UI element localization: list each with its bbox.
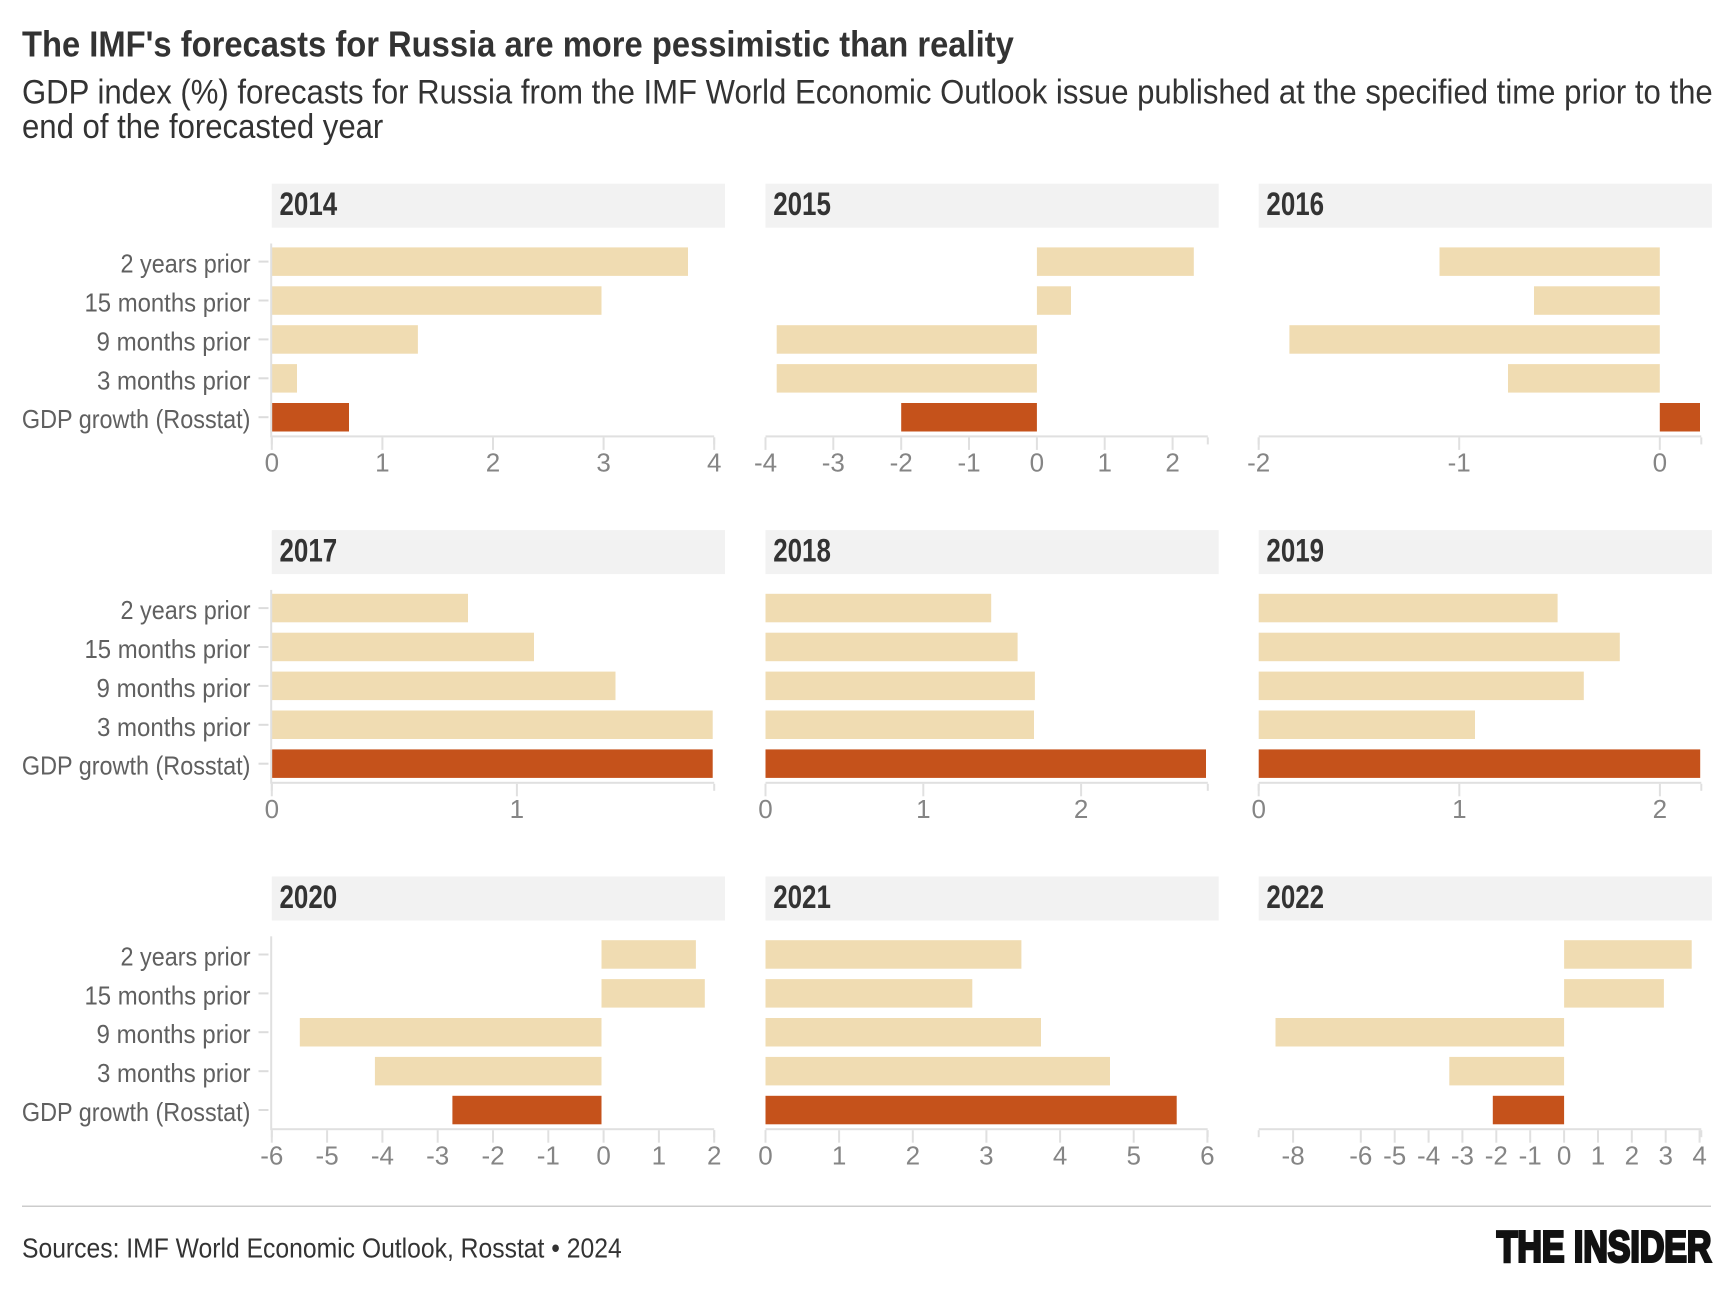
- svg-text:Sources: IMF World Economic Ou: Sources: IMF World Economic Outlook, Ros…: [22, 1232, 622, 1263]
- svg-text:GDP index (%) forecasts for Ru: GDP index (%) forecasts for Russia from …: [22, 74, 1713, 112]
- svg-text:2015: 2015: [773, 186, 831, 222]
- svg-text:0: 0: [1557, 1140, 1571, 1170]
- svg-text:-5: -5: [1383, 1140, 1406, 1170]
- svg-text:-8: -8: [1282, 1140, 1305, 1170]
- svg-text:-2: -2: [1485, 1140, 1508, 1170]
- svg-text:3: 3: [596, 448, 610, 478]
- svg-text:2: 2: [1625, 1140, 1639, 1170]
- svg-text:0: 0: [265, 794, 279, 824]
- svg-text:0: 0: [758, 1140, 772, 1170]
- svg-text:The IMF's forecasts for Russia: The IMF's forecasts for Russia are more …: [22, 23, 1014, 64]
- svg-text:0: 0: [758, 794, 772, 824]
- svg-text:1: 1: [832, 1140, 846, 1170]
- svg-text:4: 4: [1053, 1140, 1067, 1170]
- svg-text:end of the forecasted year: end of the forecasted year: [22, 108, 383, 146]
- svg-text:3: 3: [979, 1140, 993, 1170]
- svg-text:2016: 2016: [1266, 186, 1324, 222]
- svg-text:1: 1: [1097, 448, 1111, 478]
- svg-text:4: 4: [707, 448, 721, 478]
- svg-text:-2: -2: [890, 448, 913, 478]
- svg-text:1: 1: [652, 1140, 666, 1170]
- svg-text:-3: -3: [426, 1140, 449, 1170]
- svg-text:2019: 2019: [1266, 532, 1324, 568]
- svg-text:9 months prior: 9 months prior: [97, 673, 251, 703]
- svg-text:1: 1: [375, 448, 389, 478]
- svg-text:9 months prior: 9 months prior: [97, 326, 251, 356]
- svg-text:-4: -4: [754, 448, 777, 478]
- svg-text:2: 2: [707, 1140, 721, 1170]
- svg-text:2021: 2021: [773, 879, 831, 915]
- svg-text:-3: -3: [1451, 1140, 1474, 1170]
- svg-text:2: 2: [906, 1140, 920, 1170]
- svg-text:3: 3: [1658, 1140, 1672, 1170]
- svg-text:1: 1: [1452, 794, 1466, 824]
- svg-text:0: 0: [1653, 448, 1667, 478]
- svg-text:6: 6: [1200, 1140, 1214, 1170]
- svg-text:3 months prior: 3 months prior: [97, 712, 251, 742]
- svg-text:0: 0: [1030, 448, 1044, 478]
- svg-text:5: 5: [1126, 1140, 1140, 1170]
- svg-text:3 months prior: 3 months prior: [97, 365, 251, 395]
- svg-text:GDP growth (Rosstat): GDP growth (Rosstat): [22, 751, 251, 781]
- svg-text:-1: -1: [957, 448, 980, 478]
- svg-text:2: 2: [1074, 794, 1088, 824]
- svg-text:9 months prior: 9 months prior: [97, 1019, 251, 1049]
- svg-text:15 months prior: 15 months prior: [85, 634, 251, 664]
- svg-text:1: 1: [916, 794, 930, 824]
- svg-text:15 months prior: 15 months prior: [85, 980, 251, 1010]
- svg-text:2 years prior: 2 years prior: [121, 595, 251, 625]
- svg-text:2: 2: [1165, 448, 1179, 478]
- svg-text:GDP growth (Rosstat): GDP growth (Rosstat): [22, 1097, 251, 1127]
- svg-text:-1: -1: [537, 1140, 560, 1170]
- svg-text:-1: -1: [1448, 448, 1471, 478]
- svg-text:-4: -4: [371, 1140, 394, 1170]
- svg-text:-2: -2: [1247, 448, 1270, 478]
- svg-text:2 years prior: 2 years prior: [121, 249, 251, 279]
- svg-text:1: 1: [1591, 1140, 1605, 1170]
- svg-text:0: 0: [1251, 794, 1265, 824]
- svg-text:-5: -5: [316, 1140, 339, 1170]
- svg-text:15 months prior: 15 months prior: [85, 288, 251, 318]
- svg-text:-2: -2: [481, 1140, 504, 1170]
- svg-text:2: 2: [486, 448, 500, 478]
- svg-text:-6: -6: [260, 1140, 283, 1170]
- svg-text:2017: 2017: [280, 532, 338, 568]
- svg-text:2022: 2022: [1266, 879, 1324, 915]
- svg-text:THE INSIDER: THE INSIDER: [1497, 1223, 1712, 1272]
- svg-text:-6: -6: [1349, 1140, 1372, 1170]
- svg-text:-4: -4: [1417, 1140, 1440, 1170]
- svg-text:2: 2: [1653, 794, 1667, 824]
- svg-text:-3: -3: [822, 448, 845, 478]
- svg-text:2014: 2014: [280, 186, 338, 222]
- svg-text:2018: 2018: [773, 532, 831, 568]
- svg-text:0: 0: [596, 1140, 610, 1170]
- svg-text:GDP growth (Rosstat): GDP growth (Rosstat): [22, 404, 251, 434]
- svg-text:2020: 2020: [280, 879, 338, 915]
- svg-text:4: 4: [1692, 1140, 1706, 1170]
- svg-text:3 months prior: 3 months prior: [97, 1058, 251, 1088]
- svg-text:-1: -1: [1519, 1140, 1542, 1170]
- svg-text:2 years prior: 2 years prior: [121, 942, 251, 972]
- svg-text:0: 0: [265, 448, 279, 478]
- svg-text:1: 1: [510, 794, 524, 824]
